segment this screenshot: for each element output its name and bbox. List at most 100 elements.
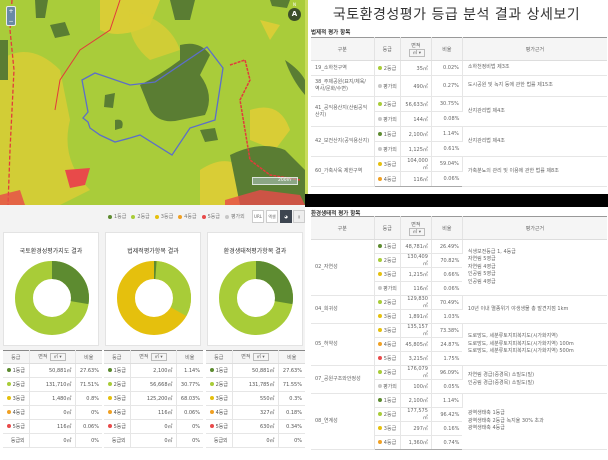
table-row: 42_보전산지(공익용산지) 1등급 2,100㎡ 1.14% 산지관리법 제4… [311, 126, 607, 157]
grade2-dot-icon [378, 300, 383, 304]
grade-label: 4등급 [383, 440, 397, 446]
ratio-cell: 0.61% [431, 141, 463, 157]
legend-label: 5등급 [207, 214, 220, 220]
zoom-in-button[interactable]: + [8, 8, 14, 15]
category-cell: 02_자연성 [311, 239, 375, 296]
grade-cell: 평가외 [374, 75, 401, 97]
ratio-cell: 0.06% [75, 419, 102, 434]
unit-select[interactable]: ㎡ ▾ [252, 353, 269, 361]
grade1-dot-icon [7, 368, 11, 372]
table-row: 5등급 0㎡ 0% [104, 419, 203, 434]
category-cell: 07_공원구조와안정성 [311, 365, 375, 394]
ratio-cell: 1.03% [431, 309, 463, 324]
grade1-dot-icon [108, 368, 112, 372]
area-cell: 630㎡ [232, 419, 279, 434]
ratio-cell: 70.49% [431, 295, 463, 310]
legend-item: 5등급 [201, 213, 220, 220]
grade-label: 5등급 [215, 424, 228, 430]
col-grade: 등급 [374, 37, 401, 61]
ratio-cell: 0% [75, 433, 102, 448]
eco-section-title: 환경생태적 평가 항목 [311, 211, 361, 217]
category-cell: 41_공익용산지(산림공익산지) [311, 96, 375, 127]
donut-chart [117, 261, 191, 335]
bar-chart-toggle-icon[interactable]: ▮ [293, 210, 305, 223]
grade2-dot-icon [378, 412, 383, 416]
grade-table-legal: 등급 면적 ㎡ ▾ 비율 1등급 2,100㎡ 1.14% 2등급 56,668㎡ 30.… [104, 350, 203, 448]
zoom-out-button[interactable]: − [8, 18, 14, 25]
unit-select[interactable]: ㎡ ▾ [408, 227, 425, 236]
table-row: 07_공원구조와안정성 2등급 176,079㎡ 96.09% 자연림 경급(중… [311, 365, 607, 394]
map-zoom-control[interactable]: + − [6, 6, 16, 26]
ratio-cell: 70.82% [431, 253, 463, 268]
grade-label: 3등급 [383, 314, 397, 320]
grade-cell: 2등급 [374, 60, 401, 76]
area-cell: 56,668㎡ [130, 377, 177, 392]
basis-cell: 10년 이내 멸종위기 야생생물 총 발견지점 1km [462, 295, 607, 324]
grade-label: 5등급 [113, 424, 126, 430]
excel-export-button[interactable]: 엑셀 [266, 210, 278, 223]
grade-label: 2등급 [215, 382, 228, 388]
col-area: 면적 ㎡ ▾ [130, 350, 177, 364]
unit-select[interactable]: ㎡ ▾ [408, 48, 425, 57]
area-cell: 144㎡ [400, 111, 432, 127]
url-button[interactable]: URL [252, 210, 264, 223]
grade-legend: 1등급 2등급 3등급 4등급 5등급 평가외 [108, 213, 245, 220]
table-row: 1등급 2,100㎡ 1.14% [104, 363, 203, 378]
basis-line: 인공림 경급(중경목) 소밀도(밀) [467, 379, 535, 386]
unit-select[interactable]: ㎡ ▾ [150, 353, 167, 361]
area-cell: 0㎡ [130, 433, 177, 448]
table-row: 평가외 144㎡ 0.08% [311, 111, 607, 127]
basis-cell: 광역생태축 1등급 광역생태축 2등급 녹지율 30% 초과 광역생태축 4등급 [462, 393, 607, 450]
pie-chart-toggle-icon[interactable]: ◕ [280, 210, 292, 223]
grade-label: 2등급 [12, 382, 25, 388]
ratio-cell: 0.16% [431, 421, 463, 436]
grade-label: 3등급 [383, 328, 397, 334]
table-row: 2등급 131,785㎡ 71.55% [206, 377, 305, 392]
grade-cell: 3등급 [104, 391, 131, 406]
table-row: 38_주제공원(묘지/체육/역사/문화/수변) 평가외 490㎡ 0.27% 도… [311, 75, 607, 97]
grade3-dot-icon [108, 396, 112, 400]
compass-icon[interactable]: A [288, 8, 301, 21]
ratio-cell: 0.66% [431, 267, 463, 282]
grade-cell: 2등급 [374, 96, 401, 112]
area-cell: 116㎡ [29, 419, 76, 434]
area-cell: 327㎡ [232, 405, 279, 420]
grade-cell: 1등급 [374, 126, 401, 142]
unit-select[interactable]: ㎡ ▾ [49, 353, 66, 361]
grade-cell: 1등급 [374, 393, 401, 408]
map-layer [0, 0, 305, 205]
grade-label: 2등급 [383, 101, 397, 108]
scale-bar: 200m [252, 177, 298, 185]
category-cell: 04_희귀성 [311, 295, 375, 324]
area-cell: 56,633㎡ [400, 96, 432, 112]
basis-cell: 도로망도, 세분류토지피복지도(시가화지역) 도로망도, 세분류토지피복지도(시… [462, 323, 607, 366]
grade-label: 평가외 [383, 116, 397, 123]
grade5-dot-icon [210, 424, 214, 428]
legend-item: 4등급 [178, 213, 197, 220]
grade-label: 등급외 [111, 438, 126, 444]
basis-cell: 자연림 경급(중경목) 소밀도(밀) 인공림 경급(중경목) 소밀도(밀) [462, 365, 607, 394]
area-cell: 116㎡ [400, 281, 432, 296]
grade-table-national: 등급 면적 ㎡ ▾ 비율 1등급 50,881㎡ 27.63% 2등급 131,710㎡… [3, 350, 102, 448]
table-row: 3등급 297㎡ 0.16% [311, 421, 607, 436]
grade-cell: 4등급 [206, 405, 233, 420]
col-area: 면적 ㎡ ▾ [400, 37, 432, 61]
ratio-cell: 1.14% [176, 363, 203, 378]
basis-cell: 소하천정비법 제3조 [462, 60, 607, 76]
basis-line: 도로망도, 세분류토지피복지도(시가화지역) 500m [467, 348, 574, 355]
table-row: 02_자연성 1등급 48,781㎡ 26.49% 식생보전등급 1, 4등급 … [311, 239, 607, 296]
area-cell: 3,215㎡ [400, 351, 432, 366]
area-label: 면적 [411, 221, 421, 228]
col-ratio: 비율 [278, 350, 305, 364]
map-view[interactable]: + − N A 200m [0, 0, 305, 205]
table-row: 60_가축사육 제한구역 3등급 104,000㎡ 59.04% 가축분뇨의 관… [311, 156, 607, 187]
basis-line: 광역생태축 1등급 [467, 410, 505, 417]
chart-title: 법제적평가항목 결과 [127, 248, 179, 255]
grade-label: 2등급 [383, 370, 397, 376]
legend-item: 1등급 [108, 213, 126, 220]
grade-cell: 2등급 [374, 253, 401, 268]
area-cell: 1,215㎡ [400, 267, 432, 282]
legal-section-title: 법제적 평가 항목 [311, 30, 351, 36]
col-grade: 등급 [206, 350, 233, 364]
grade4-dot-icon [378, 440, 383, 444]
